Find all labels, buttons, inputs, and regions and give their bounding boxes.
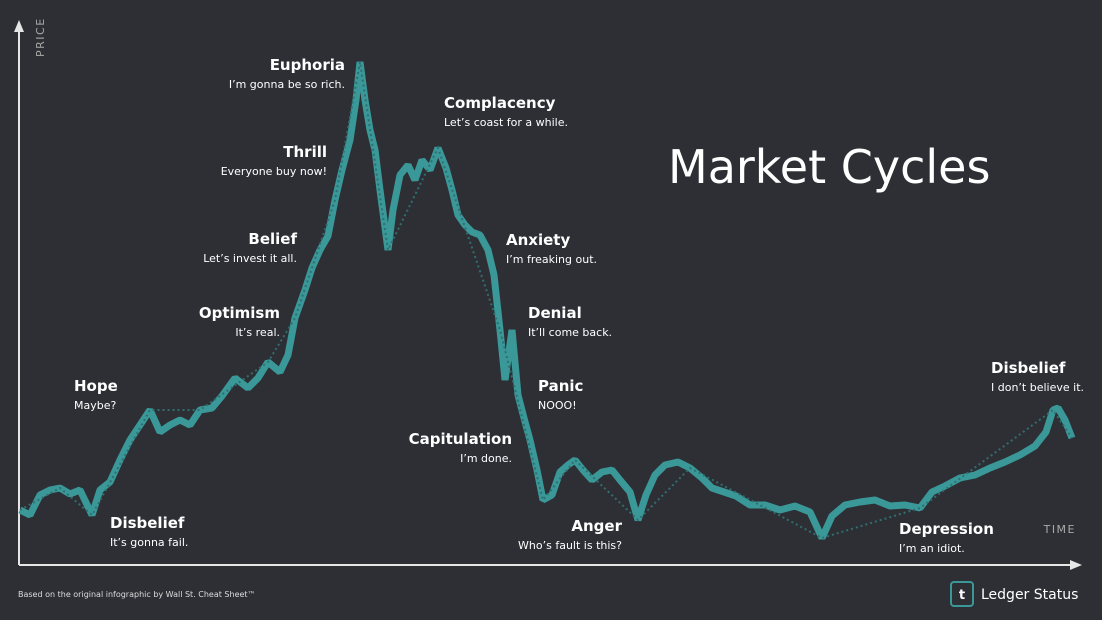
y-axis-label: PRICE [34, 17, 47, 57]
stage-name: Optimism [199, 304, 280, 322]
logo-frame [950, 581, 974, 607]
stage-name: Disbelief [110, 514, 185, 532]
price-curve [18, 61, 1076, 540]
stage-quote: Let’s invest it all. [203, 252, 297, 265]
stage-quote: It’ll come back. [528, 326, 612, 339]
logo: t [959, 588, 965, 603]
stage-name: Hope [74, 377, 118, 395]
brand: Ledger Status [981, 587, 1078, 603]
stage-name: Euphoria [270, 56, 345, 74]
title: Market Cycles [668, 140, 990, 194]
stage-quote: NOOO! [538, 399, 577, 412]
stage-quote: It’s real. [235, 326, 280, 339]
credit: Based on the original infographic by Wal… [18, 590, 256, 599]
stage-name: Belief [248, 230, 297, 248]
stage-quote: Let’s coast for a while. [444, 116, 568, 129]
stage-labels: Disbelief It’s gonna fail. Hope Maybe? Optim… [74, 56, 1084, 555]
y-arrow [14, 20, 24, 32]
stage-quote: I’m gonna be so rich. [229, 78, 345, 91]
stage-quote: I don’t believe it. [991, 381, 1084, 394]
stage-quote: Everyone buy now! [221, 165, 327, 178]
stage-quote: Maybe? [74, 399, 116, 412]
stage-name: Disbelief [991, 359, 1066, 377]
stage-name: Complacency [444, 94, 556, 112]
stage-quote: It’s gonna fail. [110, 536, 188, 549]
stage-name: Anger [571, 517, 622, 535]
stage-name: Thrill [283, 143, 327, 161]
stage-name: Panic [538, 377, 583, 395]
stage-quote: I’m an idiot. [899, 542, 965, 555]
stage-quote: Who’s fault is this? [518, 539, 622, 552]
x-arrow [1070, 560, 1082, 570]
stage-quote: I’m done. [460, 452, 512, 465]
stage-name: Denial [528, 304, 582, 322]
stage-quote: I’m freaking out. [506, 253, 597, 266]
price-texture [19, 61, 1073, 540]
x-axis-label: TIME [1043, 523, 1076, 536]
stage-name: Capitulation [409, 430, 512, 448]
stage-name: Depression [899, 520, 994, 538]
stage-name: Anxiety [506, 231, 570, 249]
